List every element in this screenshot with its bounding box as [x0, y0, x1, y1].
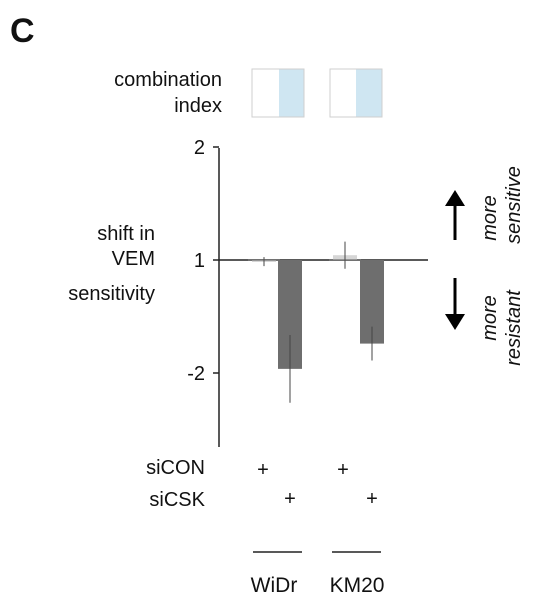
panel-label: C [10, 12, 35, 50]
ci-label-line-2: index [174, 95, 222, 117]
y-tick-label: 1 [194, 250, 205, 272]
up-label-line-2: sensitive [503, 166, 525, 244]
up-label-line-1: more [479, 195, 501, 241]
ylabel-line-1: shift in [97, 223, 155, 245]
ci-label-line-1: combination [114, 69, 222, 91]
ylabel-line-3: sensitivity [68, 283, 155, 305]
down-label-line-1: more [479, 295, 501, 341]
up-arrow-icon [445, 190, 465, 240]
down-arrow-icon [445, 278, 465, 330]
condition-label-sicon: siCON [146, 457, 205, 479]
ci-box-widr [251, 68, 305, 118]
cell-line-widr: WiDr [251, 574, 298, 597]
mark-sicsk-widr-kd: + [284, 488, 296, 510]
down-label-line-2: resistant [503, 289, 525, 366]
mark-sicon-widr-ctrl: + [257, 459, 269, 481]
y-tick-label: -2 [187, 363, 205, 385]
y-tick-label: 2 [194, 137, 205, 159]
mark-sicon-km20-ctrl: + [337, 459, 349, 481]
condition-label-sicsk: siCSK [149, 489, 205, 511]
cell-line-km20: KM20 [330, 574, 385, 597]
ci-box-km20 [329, 68, 383, 118]
ylabel-line-2: VEM [112, 248, 155, 270]
mark-sicsk-km20-kd: + [366, 488, 378, 510]
